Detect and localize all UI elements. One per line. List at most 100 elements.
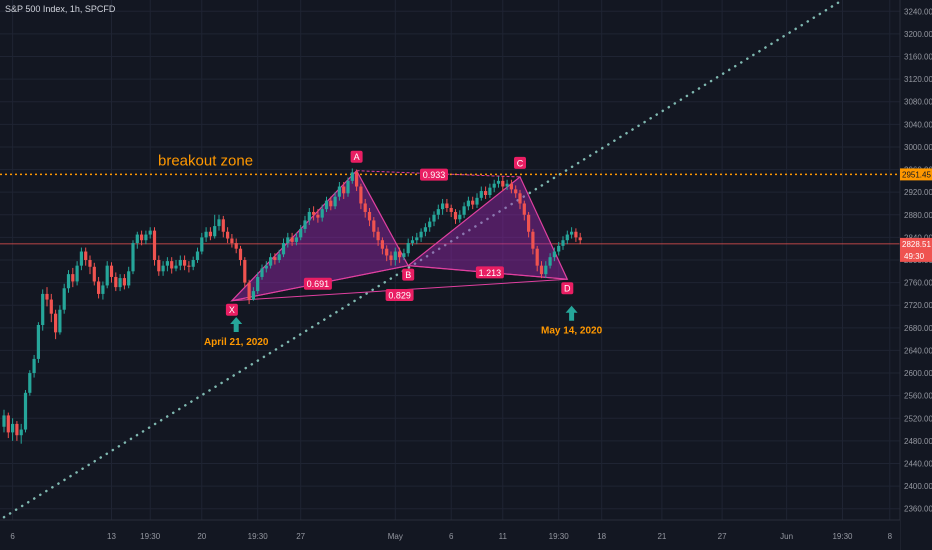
candle-body [62,288,66,310]
candle-body [114,276,118,288]
candle [574,228,578,242]
candle [544,261,548,279]
price-axis[interactable]: 3240.00 3200.00 3160.00 3120.00 3080.00 3040.… [899,0,932,550]
candle [492,179,496,193]
candle-body [234,243,238,249]
candle [28,370,32,396]
resistance-line[interactable]: breakout zone [0,152,900,176]
price-tick-label: 2640.00 [904,346,932,355]
candle [36,322,40,363]
candle-body [355,172,359,187]
candle [152,227,157,266]
candle-body [393,251,397,260]
candle-body [514,189,518,194]
price-tick-label: 3040.00 [904,120,932,129]
candle [488,183,492,198]
price-axis-bg [900,0,932,550]
time-axis[interactable]: 6 13 19:30 20 19:30 27 May 6 11 19:30 18 21 27 Jun 19:… [0,519,900,550]
candle [140,230,144,246]
point-label-c-bg [514,156,526,169]
candle [161,261,165,276]
candle [432,211,436,227]
candle-body [320,209,324,218]
current-price-tag: 2828.51 [902,240,931,249]
candle-body [294,237,298,242]
candle-body [208,231,212,237]
candle [307,208,311,225]
candle-body [299,228,303,238]
candle [101,281,105,300]
candle-body [36,325,40,359]
candle-body [213,226,217,237]
candle-body [342,186,346,194]
symbol-title: S&P 500 Index, 1h, SPCFD [5,4,116,14]
price-tick-label: 2880.00 [904,211,932,220]
candle-body [165,261,169,266]
candle-body [183,260,187,266]
time-tick-label: May [388,532,403,541]
candle [92,262,96,286]
candle-body [269,257,273,266]
candle [436,204,440,220]
ratio-label: 0.691 [307,279,330,289]
candle-body [152,230,157,260]
candle [294,232,298,246]
candle [406,238,410,257]
candle-body [333,196,337,207]
candle-body [376,231,380,241]
candle-body [535,248,539,266]
candle [475,193,479,208]
candle [303,215,307,233]
candle [226,227,230,244]
harmonic-pattern[interactable] [230,169,569,302]
candle-body [148,230,152,235]
candle [234,238,238,254]
candle [273,253,277,265]
candle-body [88,260,92,267]
candle [372,217,376,238]
price-tick-label: 2520.00 [904,414,932,423]
candle-body [11,423,15,433]
point-label-c: C [517,158,524,168]
candle-body [281,243,286,255]
time-tick-label: 19:30 [248,532,269,541]
point-label-x: X [229,305,235,315]
candle [49,293,53,323]
candle-body [191,260,195,267]
candle [385,245,389,262]
countdown-tag: 49:30 [904,252,925,261]
resistance-tag-bg [900,168,932,181]
candle [320,204,324,222]
price-tick-label: 2560.00 [904,392,932,401]
trendline-dotted[interactable] [2,0,844,519]
candle [415,232,419,245]
time-tick-label: 19:30 [832,532,853,541]
candle-body [466,200,470,207]
candle-body [204,231,208,238]
candle [518,189,522,210]
candle-body [398,251,402,258]
candle [79,247,83,271]
candle [441,198,445,215]
time-axis-bg [0,520,900,550]
candle-body [170,261,174,269]
candle-body [509,183,513,190]
candle [548,253,552,269]
candle [557,241,561,256]
time-tick-label: 27 [296,532,305,541]
candle-body [539,265,544,275]
candle-body [445,203,449,208]
candle [466,196,470,211]
candle-body [54,313,58,333]
candle-body [84,251,88,260]
candle [122,274,126,290]
candle-body [522,203,526,215]
candle-body [273,257,277,260]
candle-body [97,281,101,294]
trendline[interactable] [2,0,844,519]
candle-body [303,220,307,229]
candle-body [475,197,479,205]
candle [45,287,49,307]
candle-body [118,278,122,288]
